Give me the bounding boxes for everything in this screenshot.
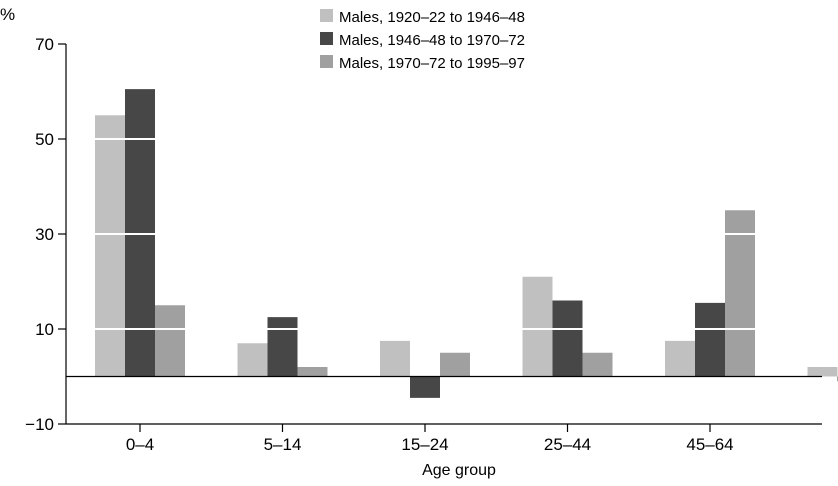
x-tick-label-1: 0–4	[126, 435, 154, 454]
legend: Males, 1920–22 to 1946–48 Males, 1946–48 …	[320, 9, 525, 72]
bar-2-3	[410, 376, 440, 398]
y-tick-label-10: 10	[35, 320, 54, 339]
y-tick-label-70: 70	[35, 35, 54, 54]
legend-swatch-2	[320, 32, 333, 45]
bar-1-1	[95, 115, 125, 377]
bar-3-2	[297, 367, 328, 377]
legend-swatch-3	[320, 55, 333, 68]
bars	[95, 89, 838, 398]
bar-3-3	[440, 352, 470, 377]
x-tick-label-5: 45–64	[686, 435, 733, 454]
bar-3-4	[582, 352, 613, 377]
y-axis-title: %	[0, 5, 15, 24]
bar-3-1	[155, 305, 185, 377]
bar-1-5	[665, 340, 695, 377]
bar-1-2	[237, 343, 268, 377]
x-tick-label-3: 15–24	[401, 435, 448, 454]
bar-1-4	[522, 276, 553, 377]
gridlines	[95, 138, 755, 330]
legend-swatch-1	[320, 9, 333, 22]
bar-1-3	[380, 340, 410, 377]
bar-1-6	[807, 367, 838, 377]
bar-2-4	[552, 300, 583, 377]
legend-label-1: Males, 1920–22 to 1946–48	[339, 9, 525, 26]
y-tick-label-50: 50	[35, 130, 54, 149]
y-ticks: −10 10 30 50 70	[25, 35, 66, 434]
bar-3-5	[725, 210, 755, 377]
y-tick-label-30: 30	[35, 225, 54, 244]
x-axis-title: Age group	[422, 462, 496, 479]
y-tick-label--10: −10	[25, 415, 54, 434]
legend-label-2: Males, 1946–48 to 1970–72	[339, 32, 525, 49]
legend-label-3: Males, 1970–72 to 1995–97	[339, 55, 525, 72]
bar-2-2	[267, 317, 298, 377]
x-tick-label-2: 5–14	[264, 435, 302, 454]
bar-2-1	[125, 89, 155, 377]
x-tick-label-4: 25–44	[544, 435, 591, 454]
bar-2-5	[695, 302, 725, 377]
